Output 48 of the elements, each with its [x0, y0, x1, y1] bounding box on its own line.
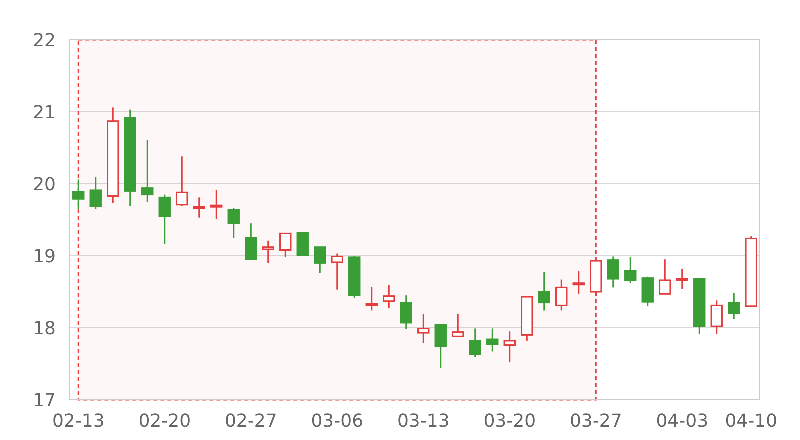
x-tick-label: 02-13: [52, 411, 105, 432]
candlestick: [418, 314, 430, 344]
y-tick-label: 19: [33, 246, 56, 268]
candlestick: [296, 232, 309, 256]
x-tick-label: 02-27: [224, 411, 278, 432]
candlestick: [607, 256, 620, 288]
candlestick: [538, 272, 550, 312]
candlestick: [72, 178, 85, 210]
x-tick-label: 03-13: [397, 411, 450, 432]
y-tick-label: 22: [33, 30, 56, 52]
y-tick-label: 21: [33, 102, 56, 124]
candlestick: [400, 294, 412, 330]
candlestick: [158, 194, 171, 246]
candlestick: [366, 286, 378, 312]
x-tick-label: 03-27: [570, 411, 622, 432]
candlestick: [624, 256, 637, 284]
x-tick-label: 03-20: [484, 411, 536, 432]
candlestick: [210, 190, 223, 220]
candlestick: [193, 196, 206, 219]
y-tick-label: 18: [33, 318, 56, 340]
candlestick: [728, 292, 740, 320]
candlestick: [90, 176, 102, 210]
y-tick-label: 20: [33, 174, 56, 196]
candlestick: [383, 284, 396, 310]
candlestick: [262, 240, 274, 264]
candlestick: [469, 328, 482, 358]
candlestick: [228, 208, 240, 239]
x-tick-label: 04-10: [725, 411, 778, 432]
candlestick: [245, 222, 258, 260]
candlestick: [176, 156, 188, 208]
candlestick: [314, 246, 326, 274]
candlestick: [434, 324, 447, 370]
x-tick-label: 04-03: [656, 411, 709, 432]
candlestick: [642, 276, 654, 308]
y-tick-label: 17: [33, 390, 56, 412]
candlestick: [676, 268, 688, 290]
candlestick: [142, 139, 154, 203]
candlestick: [486, 328, 499, 353]
candlestick: [331, 253, 344, 291]
candlestick: [504, 330, 516, 364]
x-tick-label: 02-20: [138, 411, 192, 432]
candlestick: [452, 314, 464, 338]
candlestick: [556, 279, 568, 312]
candlestick: [572, 270, 585, 295]
candlestick: [280, 232, 292, 258]
x-tick-label: 03-06: [311, 411, 364, 432]
candlestick: [659, 258, 672, 295]
candlestick: [710, 300, 723, 336]
